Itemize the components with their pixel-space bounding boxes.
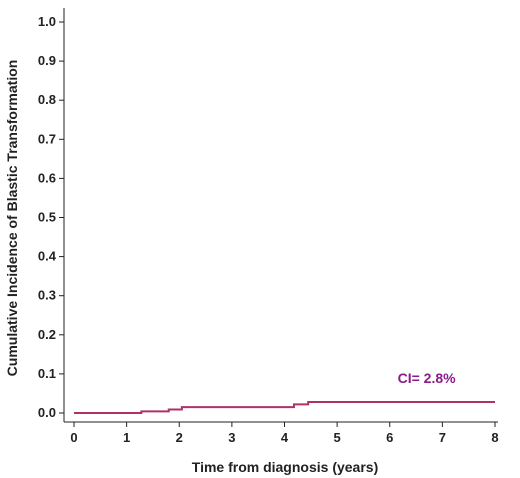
- y-tick-label: 1.0: [38, 14, 56, 29]
- y-tick-label: 0.4: [38, 249, 57, 264]
- annotations: CI= 2.8%: [398, 370, 457, 386]
- x-axis: 0 1 2 3 4 5 6 7 8: [64, 421, 499, 445]
- y-axis: 0.0 0.1 0.2 0.3 0.4 0.5 0.6 0.7 0.8 0.9 1.0: [38, 8, 65, 422]
- ci-annotation: CI= 2.8%: [398, 370, 457, 386]
- y-tick-label: 0.7: [38, 131, 56, 146]
- x-tick-label: 2: [176, 430, 183, 445]
- y-tick-label: 0.2: [38, 327, 56, 342]
- y-tick-label: 0.9: [38, 53, 56, 68]
- y-tick-label: 0.6: [38, 170, 56, 185]
- x-tick-label: 3: [228, 430, 235, 445]
- y-tick-label: 0.1: [38, 366, 56, 381]
- x-tick-label: 0: [70, 430, 77, 445]
- x-tick-label: 1: [123, 430, 130, 445]
- x-tick-label: 8: [491, 430, 498, 445]
- series-line: [74, 401, 495, 414]
- x-tick-label: 5: [334, 430, 341, 445]
- y-tick-label: 0.3: [38, 288, 56, 303]
- y-tick-label: 0.5: [38, 210, 56, 225]
- y-axis-title: Cumulative Incidence of Blastic Transfor…: [4, 60, 20, 377]
- x-tick-label: 7: [439, 430, 446, 445]
- series-group: [74, 401, 495, 414]
- y-tick-label: 0.8: [38, 92, 56, 107]
- x-axis-title: Time from diagnosis (years): [192, 459, 378, 475]
- x-tick-label: 6: [386, 430, 393, 445]
- x-tick-label: 4: [281, 430, 289, 445]
- y-tick-label: 0.0: [38, 405, 56, 420]
